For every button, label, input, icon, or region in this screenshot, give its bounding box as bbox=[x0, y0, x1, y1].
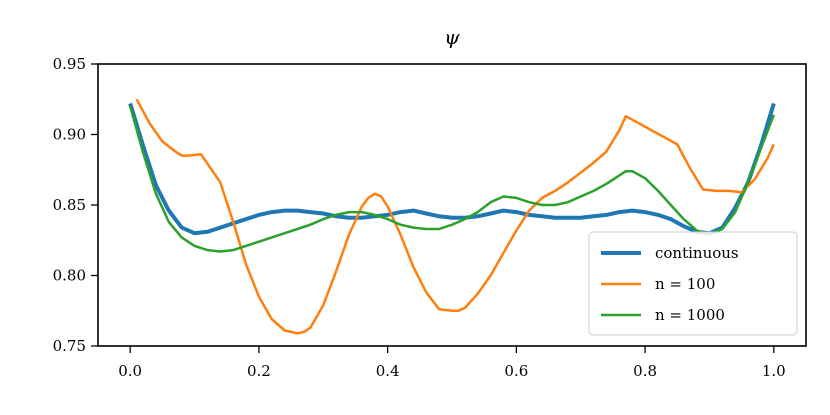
legend-box bbox=[588, 231, 798, 336]
x-tick-label: 0.6 bbox=[504, 362, 528, 380]
x-tick-label: 0.4 bbox=[376, 362, 400, 380]
x-tick-label: 0.8 bbox=[633, 362, 657, 380]
y-tick-label: 0.85 bbox=[53, 196, 86, 214]
legend-label-2: n = 100 bbox=[655, 275, 715, 293]
ticks-layer: 0.0 0.2 0.4 0.6 0.8 1.0 0.75 0.80 0.85 0.90 0.95 bbox=[53, 55, 786, 380]
series-line-1 bbox=[128, 102, 776, 236]
y-tick-label: 0.75 bbox=[53, 337, 86, 355]
legend: continuous n = 100 n = 1000 bbox=[588, 231, 798, 336]
series-line-2 bbox=[135, 98, 775, 335]
x-tick-label: 0.2 bbox=[247, 362, 271, 380]
legend-label-1: continuous bbox=[655, 244, 739, 262]
x-tick-label: 1.0 bbox=[762, 362, 786, 380]
y-tick-label: 0.90 bbox=[53, 126, 86, 144]
legend-label-3: n = 1000 bbox=[655, 306, 725, 324]
x-tick-label: 0.0 bbox=[118, 362, 142, 380]
series-layer bbox=[128, 98, 776, 335]
series-line-3 bbox=[128, 105, 775, 253]
chart-title: ψ bbox=[444, 25, 460, 49]
y-tick-label: 0.80 bbox=[53, 267, 86, 285]
y-tick-label: 0.95 bbox=[53, 55, 86, 73]
